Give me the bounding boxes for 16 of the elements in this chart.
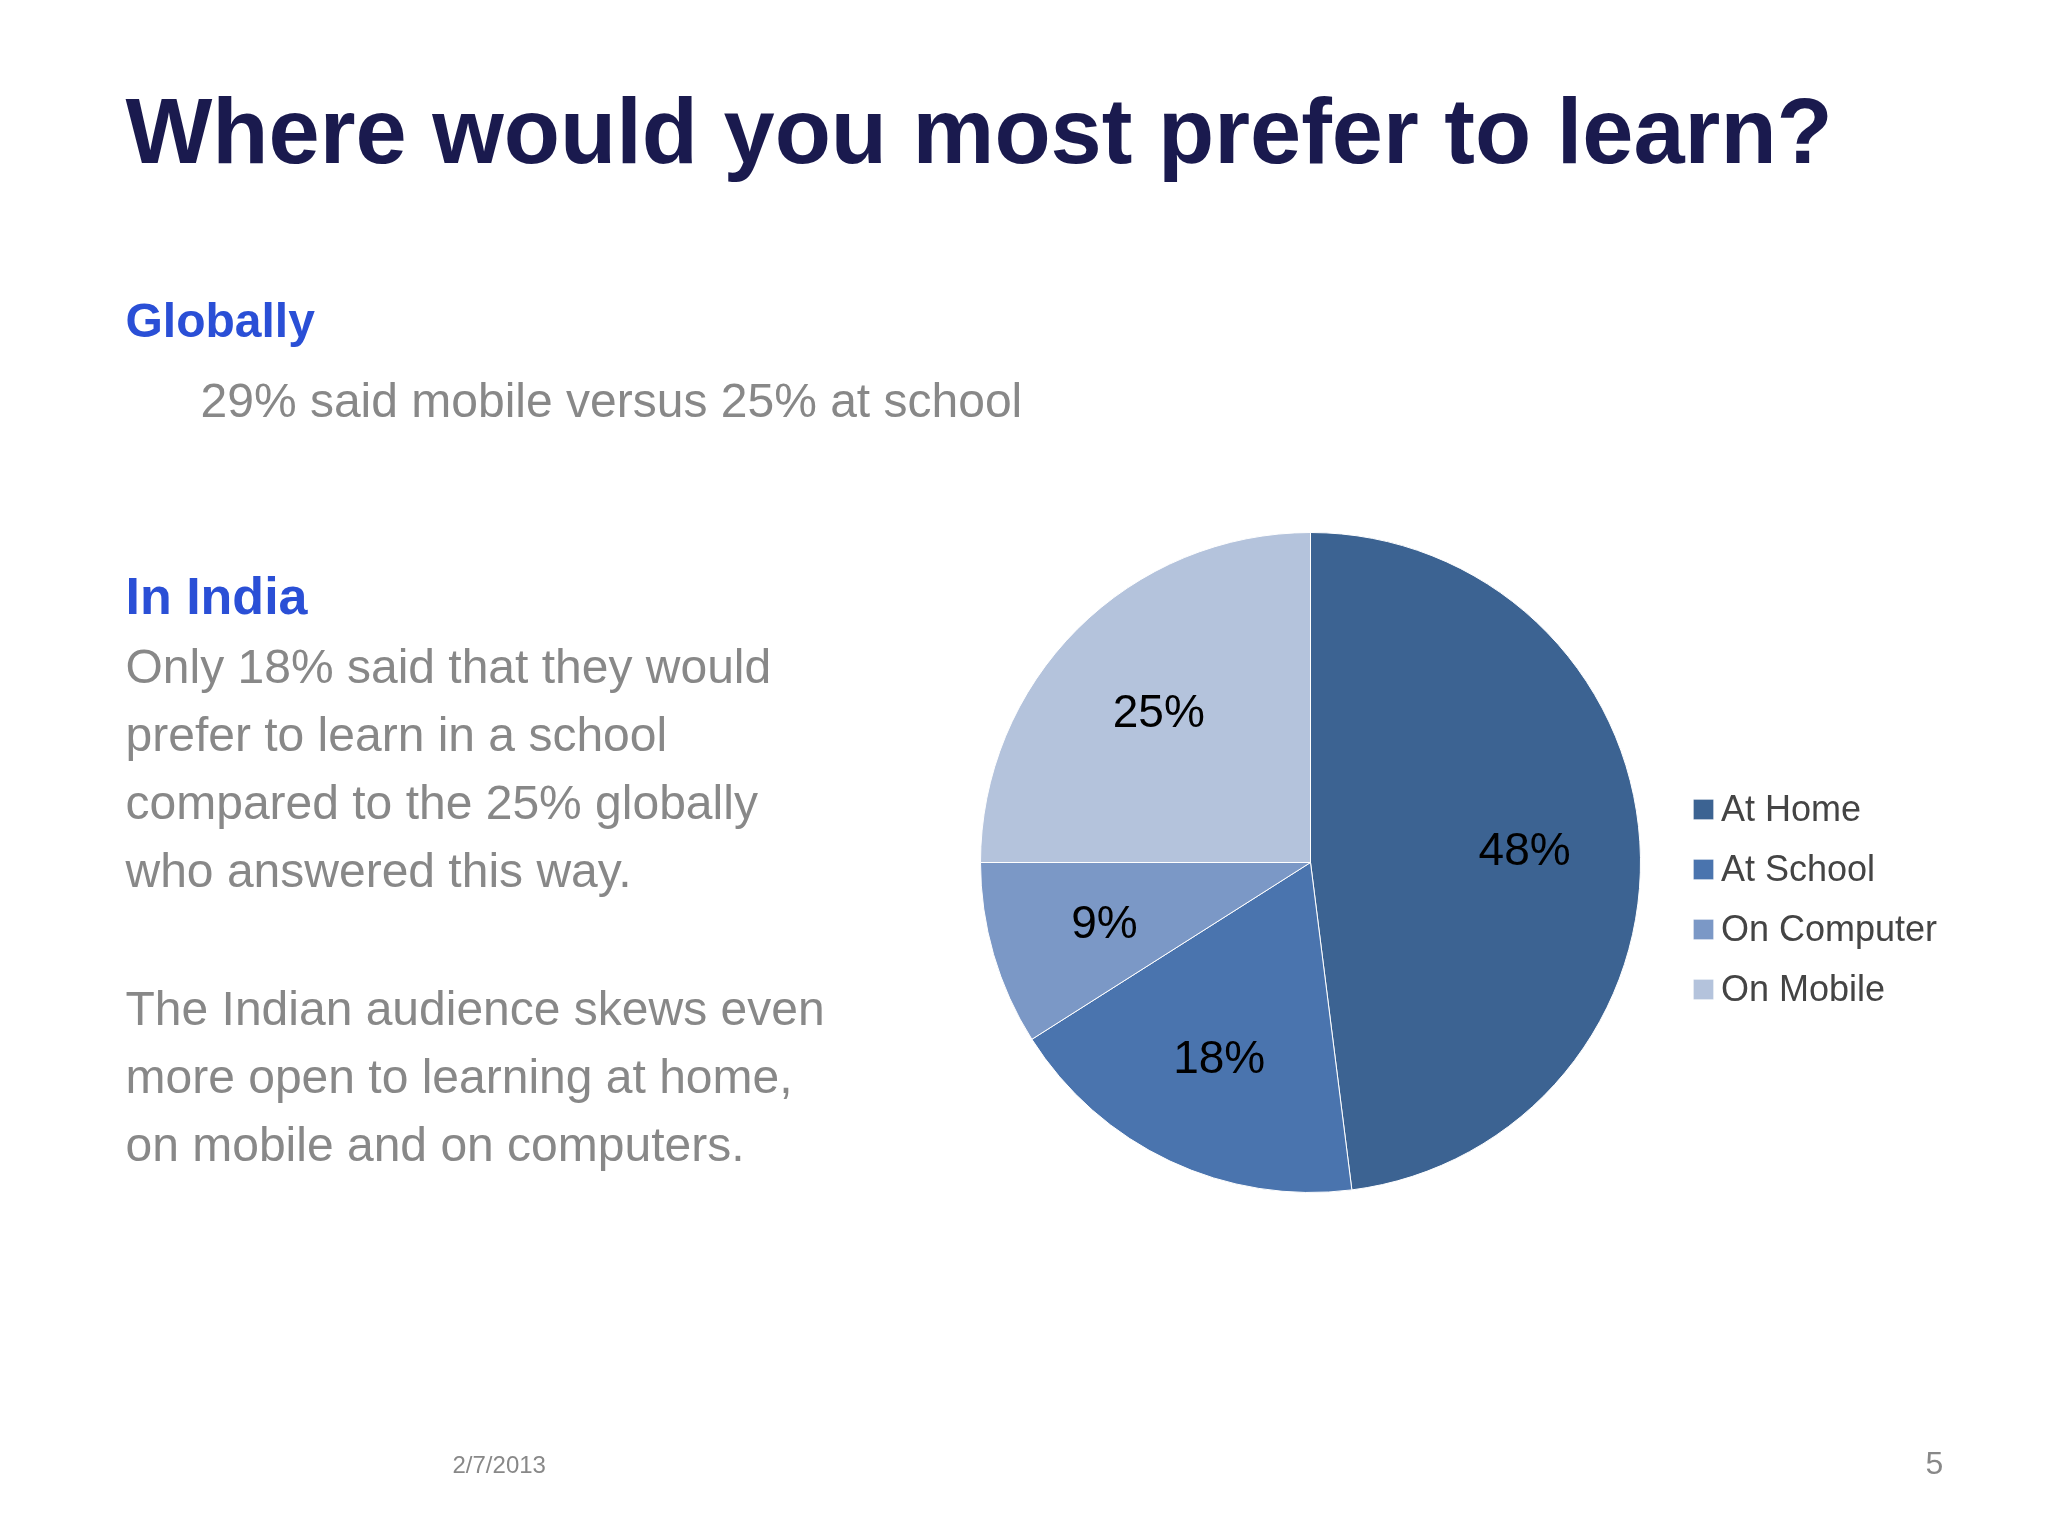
text: 29% said mobile versus 25% at school: [200, 374, 1023, 427]
legend-label: On Computer: [1721, 908, 1938, 950]
data-label: 48%: [1478, 823, 1571, 876]
legend-label: At Home: [1721, 788, 1862, 830]
legend-label: At School: [1721, 848, 1876, 890]
text: Globally: [125, 294, 316, 347]
text: In India: [125, 566, 309, 625]
text: 2/7/2013: [452, 1451, 546, 1478]
text: Only 18% said that they would prefer to learn in a school compared to the 25% globally who answered this way.: [124, 640, 772, 898]
data-label: 18%: [1173, 1030, 1266, 1083]
text: 5: [1925, 1444, 1944, 1481]
data-label: 9%: [1071, 896, 1138, 949]
data-label: 25%: [1112, 684, 1205, 737]
chart-title: Where would you most prefer to learn?: [125, 79, 1833, 182]
legend-label: On Mobile: [1721, 968, 1886, 1010]
text: The Indian audience skews even more open to learning at home, on mobile and on computers.: [125, 982, 825, 1172]
